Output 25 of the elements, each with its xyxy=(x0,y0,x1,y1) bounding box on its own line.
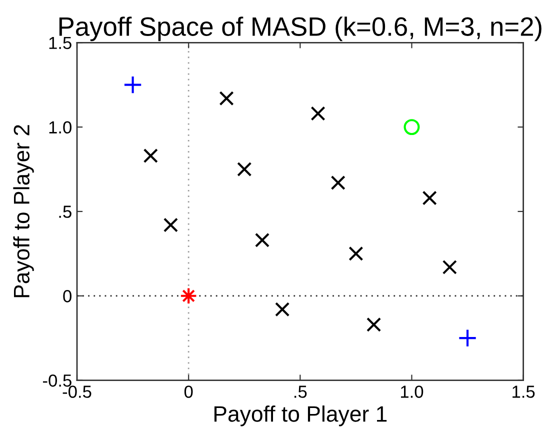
x-axis-title: Payoff to Player 1 xyxy=(214,406,387,426)
point xyxy=(237,162,252,177)
point xyxy=(143,148,158,164)
x-tick-label: 0 xyxy=(184,386,193,398)
y-axis-title: Payoff to Player 2 xyxy=(13,125,34,298)
y-tick-label: 0 xyxy=(63,290,72,302)
point xyxy=(219,91,234,106)
y-tick-label: .5 xyxy=(59,206,72,218)
point xyxy=(458,328,477,348)
y-tick-label: 1.0 xyxy=(49,121,72,134)
point xyxy=(254,232,270,248)
x-tick-label: 1.0 xyxy=(400,386,424,398)
point xyxy=(275,302,290,317)
y-tick-label: -0.5 xyxy=(43,374,72,387)
point xyxy=(404,119,420,136)
x-tick-label: 1.5 xyxy=(512,386,535,398)
point xyxy=(442,260,457,274)
point xyxy=(366,317,382,332)
point xyxy=(422,190,437,206)
point xyxy=(123,75,142,94)
point xyxy=(163,218,178,232)
point xyxy=(330,175,346,190)
point xyxy=(348,246,364,261)
x-tick-label: .5 xyxy=(294,386,307,398)
point xyxy=(310,106,326,121)
